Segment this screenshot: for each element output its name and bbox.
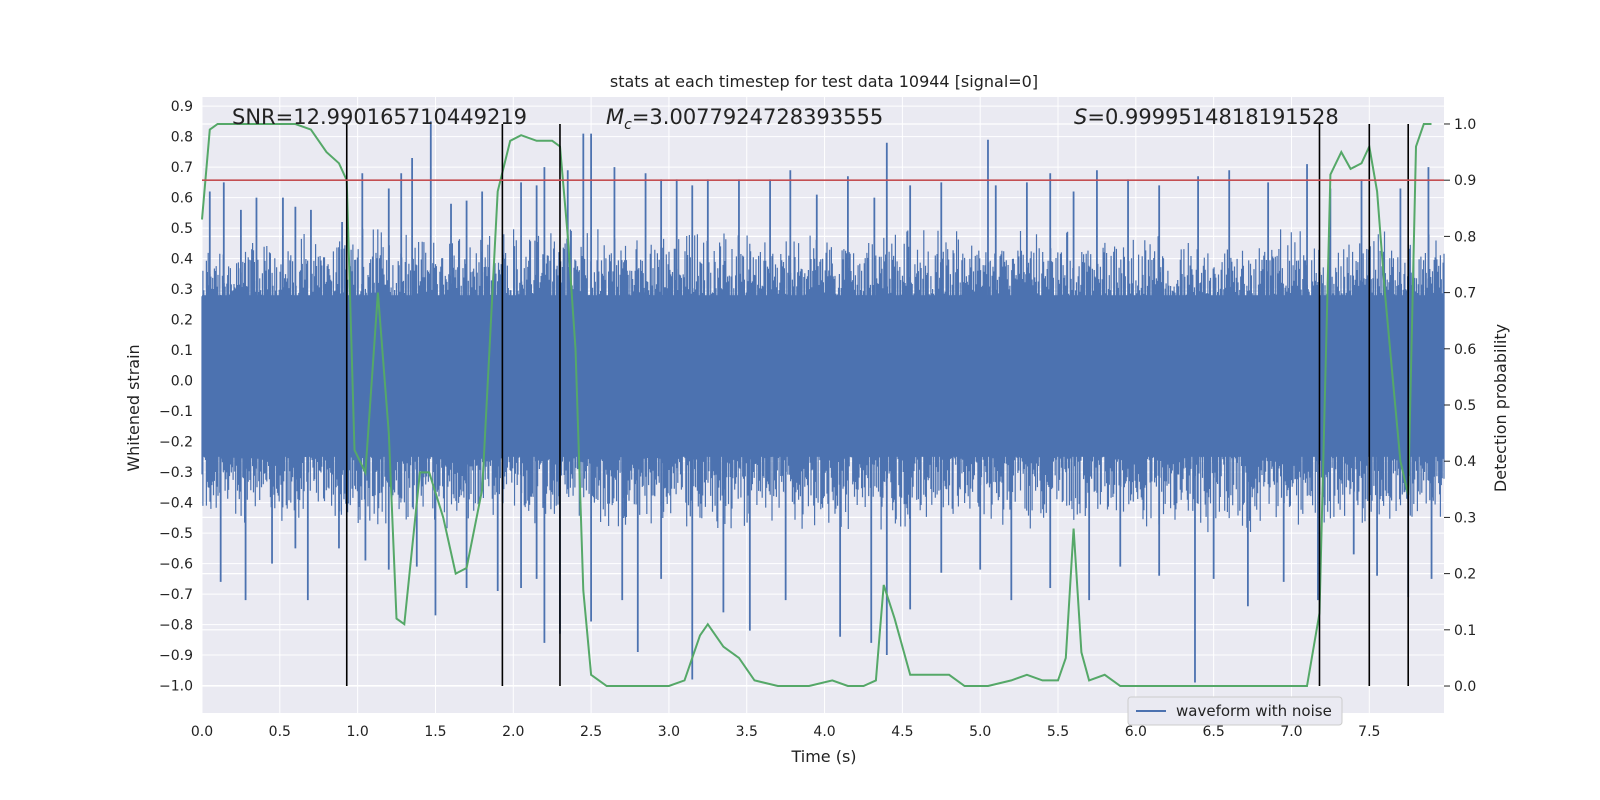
x-tick-label-9: 4.5: [891, 724, 913, 740]
x-tick-label-11: 5.5: [1047, 724, 1069, 740]
y-axis-label: Whitened strain: [124, 344, 143, 471]
y-tick-label-15: −0.6: [159, 557, 193, 573]
y-right-tick-label-8: 0.2: [1454, 567, 1476, 583]
x-tick-label-10: 5.0: [969, 724, 991, 740]
y-right-tick-label-9: 0.1: [1454, 623, 1476, 639]
y-tick-label-17: −0.8: [159, 618, 193, 634]
y-tick-label-8: 0.1: [171, 343, 193, 359]
chirp-mass-symbol: M: [606, 105, 624, 129]
x-axis-ticks: 0.0 0.5 1.0 1.5 2.0 2.5 3.0 3.5 4.0 4.5 5.0 5.5 6.0 6…: [191, 724, 1381, 740]
x-tick-label-2: 1.0: [347, 724, 369, 740]
chirp-mass-annotation: Mc=3.0077924728393555: [606, 105, 883, 133]
chart-title: stats at each timestep for test data 109…: [610, 72, 1038, 91]
y-right-tick-label-2: 0.8: [1454, 229, 1476, 245]
x-tick-label-4: 2.0: [502, 724, 524, 740]
y-tick-label-2: 0.7: [171, 160, 193, 176]
y-right-tick-label-4: 0.6: [1454, 342, 1476, 358]
y-right-tick-label-3: 0.7: [1454, 286, 1476, 302]
y-right-tick-label-1: 0.9: [1454, 173, 1476, 189]
y-tick-label-10: −0.1: [159, 404, 193, 420]
y-right-axis-label: Detection probability: [1491, 324, 1510, 492]
y-tick-label-6: 0.3: [171, 282, 193, 298]
x-tick-label-8: 4.0: [813, 724, 835, 740]
legend-box: [1127, 696, 1343, 726]
y-tick-label-7: 0.2: [171, 313, 193, 329]
s-annotation: S=0.9999514818191528: [1074, 105, 1339, 129]
y-right-tick-label-5: 0.5: [1454, 398, 1476, 414]
y-tick-label-11: −0.2: [159, 435, 193, 451]
y-tick-label-12: −0.3: [159, 465, 193, 481]
waveform-series: [201, 121, 1445, 683]
y-tick-label-3: 0.6: [171, 191, 193, 207]
y-tick-label-5: 0.4: [171, 252, 193, 268]
s-symbol: S: [1074, 105, 1087, 129]
y-axis-ticks: 0.9 0.8 0.7 0.6 0.5 0.4 0.3 0.2 0.1 0.0 −0.1 −0.2 −0…: [159, 99, 193, 694]
y-tick-label-9: 0.0: [171, 374, 193, 390]
x-tick-label-3: 1.5: [424, 724, 446, 740]
legend-waveform-label: waveform with noise: [1176, 702, 1332, 720]
y-tick-label-4: 0.5: [171, 221, 193, 237]
y-tick-label-16: −0.7: [159, 587, 193, 603]
y-tick-label-18: −0.9: [159, 648, 193, 664]
x-tick-label-15: 7.5: [1358, 724, 1380, 740]
x-tick-label-13: 6.5: [1203, 724, 1225, 740]
x-tick-label-1: 0.5: [269, 724, 291, 740]
chirp-mass-value: =3.0077924728393555: [632, 105, 883, 129]
s-value: =0.9999514818191528: [1087, 105, 1338, 129]
x-axis-label: Time (s): [790, 747, 856, 766]
y-tick-label-13: −0.4: [159, 496, 193, 512]
y-right-tick-label-7: 0.3: [1454, 510, 1476, 526]
y-tick-label-0: 0.9: [171, 99, 193, 115]
probability-line: [201, 123, 1432, 687]
probability-series: [201, 123, 1432, 687]
legend: waveform with noise: [1127, 696, 1343, 726]
x-tick-label-6: 3.0: [658, 724, 680, 740]
x-tick-label-5: 2.5: [580, 724, 602, 740]
y-tick-label-14: −0.5: [159, 526, 193, 542]
snr-annotation: SNR=12.990165710449219: [232, 105, 527, 129]
x-tick-label-0: 0.0: [191, 724, 213, 740]
x-tick-label-12: 6.0: [1125, 724, 1147, 740]
x-tick-label-7: 3.5: [736, 724, 758, 740]
y-right-tick-label-0: 1.0: [1454, 117, 1476, 133]
y-right-axis-ticks: 1.0 0.9 0.8 0.7 0.6 0.5 0.4 0.3 0.2 0.1 0.0: [1444, 117, 1476, 695]
event-lines: [345, 123, 1410, 687]
y-tick-label-1: 0.8: [171, 130, 193, 146]
y-tick-label-19: −1.0: [159, 679, 193, 695]
x-tick-label-14: 7.0: [1280, 724, 1302, 740]
y-right-tick-label-10: 0.0: [1454, 679, 1476, 695]
y-right-tick-label-6: 0.4: [1454, 454, 1476, 470]
chirp-mass-subscript: c: [624, 117, 632, 133]
